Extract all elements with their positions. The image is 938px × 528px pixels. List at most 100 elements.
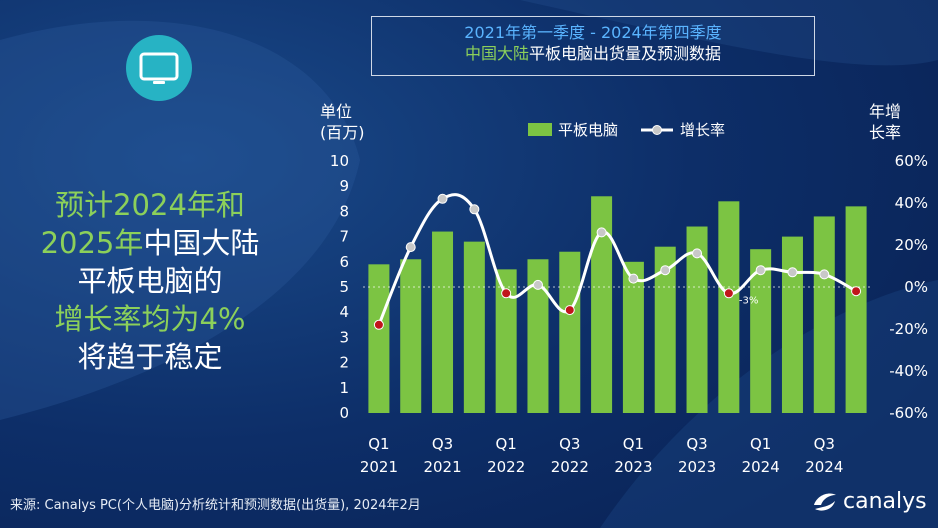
growth-point [373,319,384,330]
x-tick-year: 2021 [423,458,461,476]
left-tick-label: 3 [339,328,349,346]
headline-line4: 增长率均为4% [54,302,246,336]
x-tick-year: 2023 [614,458,652,476]
left-tick-label: 10 [330,152,349,170]
bar [654,246,676,413]
growth-point [819,269,830,280]
growth-point [692,248,703,259]
bar [400,259,422,413]
title-box: 2021年第一季度 - 2024年第四季度 中国大陆平板电脑出货量及预测数据 [371,16,815,76]
right-tick-label: -40% [889,362,928,380]
x-tick-year: 2023 [678,458,716,476]
headline-line3: 平板电脑的 [77,264,223,298]
right-tick-label: 0% [904,278,928,296]
left-tick-label: 1 [339,379,349,397]
legend-line-swatch [641,124,674,135]
bar [527,259,549,413]
right-axis-title: 年增 长率 [869,101,901,143]
bar [463,241,485,413]
growth-point [851,286,862,297]
left-axis-title-line2: (百万) [320,123,365,142]
legend: 平板电脑 增长率 [528,119,725,140]
left-axis-title-line1: 单位 [320,102,353,121]
growth-point [723,288,734,299]
growth-point [564,305,575,316]
x-tick-quarter: Q1 [623,435,644,453]
growth-rate-points [373,193,862,330]
source-footnote: 来源: Canalys PC(个人电脑)分析统计和预测数据(出货量), 2024… [10,498,421,513]
growth-point [628,273,639,284]
growth-annotation: -3% [739,295,758,306]
bar [845,206,867,413]
legend-line-label: 增长率 [680,121,726,139]
chart-title-line2: 中国大陆平板电脑出货量及预测数据 [372,43,814,65]
brand-name: canalys [843,488,927,514]
x-tick-quarter: Q1 [368,435,389,453]
growth-point [501,288,512,299]
canalys-logo-icon [814,493,836,511]
left-tick-label: 4 [339,303,349,321]
growth-rate-line [377,193,857,326]
headline-line5: 将趋于稳定 [77,340,223,374]
growth-point [469,204,480,215]
x-tick-quarter: Q3 [686,435,707,453]
bar [559,251,581,413]
bar [686,226,708,413]
growth-point [405,242,416,253]
right-axis: -60% -40% -20% 0% 20% 40% 60% [889,152,928,422]
bar [495,269,517,413]
left-axis-title: 单位 (百万) [320,101,365,143]
growth-point [532,279,543,290]
right-tick-label: 20% [895,236,928,254]
x-tick-quarter: Q3 [559,435,580,453]
growth-point [755,265,766,276]
bar [591,196,613,413]
x-tick-year: 2024 [742,458,780,476]
x-tick-quarter: Q3 [432,435,453,453]
right-tick-label: 40% [895,194,928,212]
left-tick-label: 0 [339,404,349,422]
bar [750,249,772,413]
headline-line2-a: 2025年 [40,226,144,260]
x-tick-year: 2022 [487,458,525,476]
bar [432,231,454,413]
x-tick-quarter: Q1 [750,435,771,453]
growth-point [596,227,607,238]
x-axis-labels: Q1 2021 Q3 2021 Q1 2022 Q3 2022 Q1 2023 Q3 2023 Q1 20… [360,435,844,476]
right-axis-title-line2: 长率 [869,123,902,142]
bar [813,216,835,413]
headline: 预计2024年和 2025年中国大陆 平板电脑的 增长率均为4% 将趋于稳定 [20,186,280,376]
left-tick-label: 9 [339,177,349,195]
brand-logo: canalys [811,487,927,515]
right-axis-title-line1: 年增 [869,102,902,121]
bar-series [368,196,867,413]
title-rest: 平板电脑出货量及预测数据 [529,44,722,63]
tablet-monitor-icon [126,35,192,101]
left-tick-label: 7 [339,228,349,246]
x-tick-quarter: Q3 [814,435,835,453]
title-highlight: 中国大陆 [464,44,529,63]
bar [368,264,390,413]
x-tick-year: 2022 [551,458,589,476]
growth-point [787,267,798,278]
chart-title-line1: 2021年第一季度 - 2024年第四季度 [464,23,722,42]
right-tick-label: -60% [889,404,928,422]
left-tick-label: 2 [339,354,349,372]
bar [622,261,644,413]
x-tick-year: 2024 [805,458,843,476]
headline-line2-b: 中国大陆 [143,226,260,260]
headline-line2: 2025年中国大陆 [20,224,280,262]
legend-bar-label: 平板电脑 [558,121,619,139]
left-axis: 0 1 2 3 4 5 6 7 8 9 10 [330,152,349,422]
growth-point [660,265,671,276]
right-tick-label: -20% [889,320,928,338]
headline-line1: 预计2024年和 [55,188,245,222]
right-tick-label: 60% [895,152,928,170]
bar [718,201,740,413]
annotations: -3% [739,295,758,306]
left-tick-label: 6 [339,253,349,271]
bar [781,236,803,413]
x-tick-quarter: Q1 [495,435,516,453]
